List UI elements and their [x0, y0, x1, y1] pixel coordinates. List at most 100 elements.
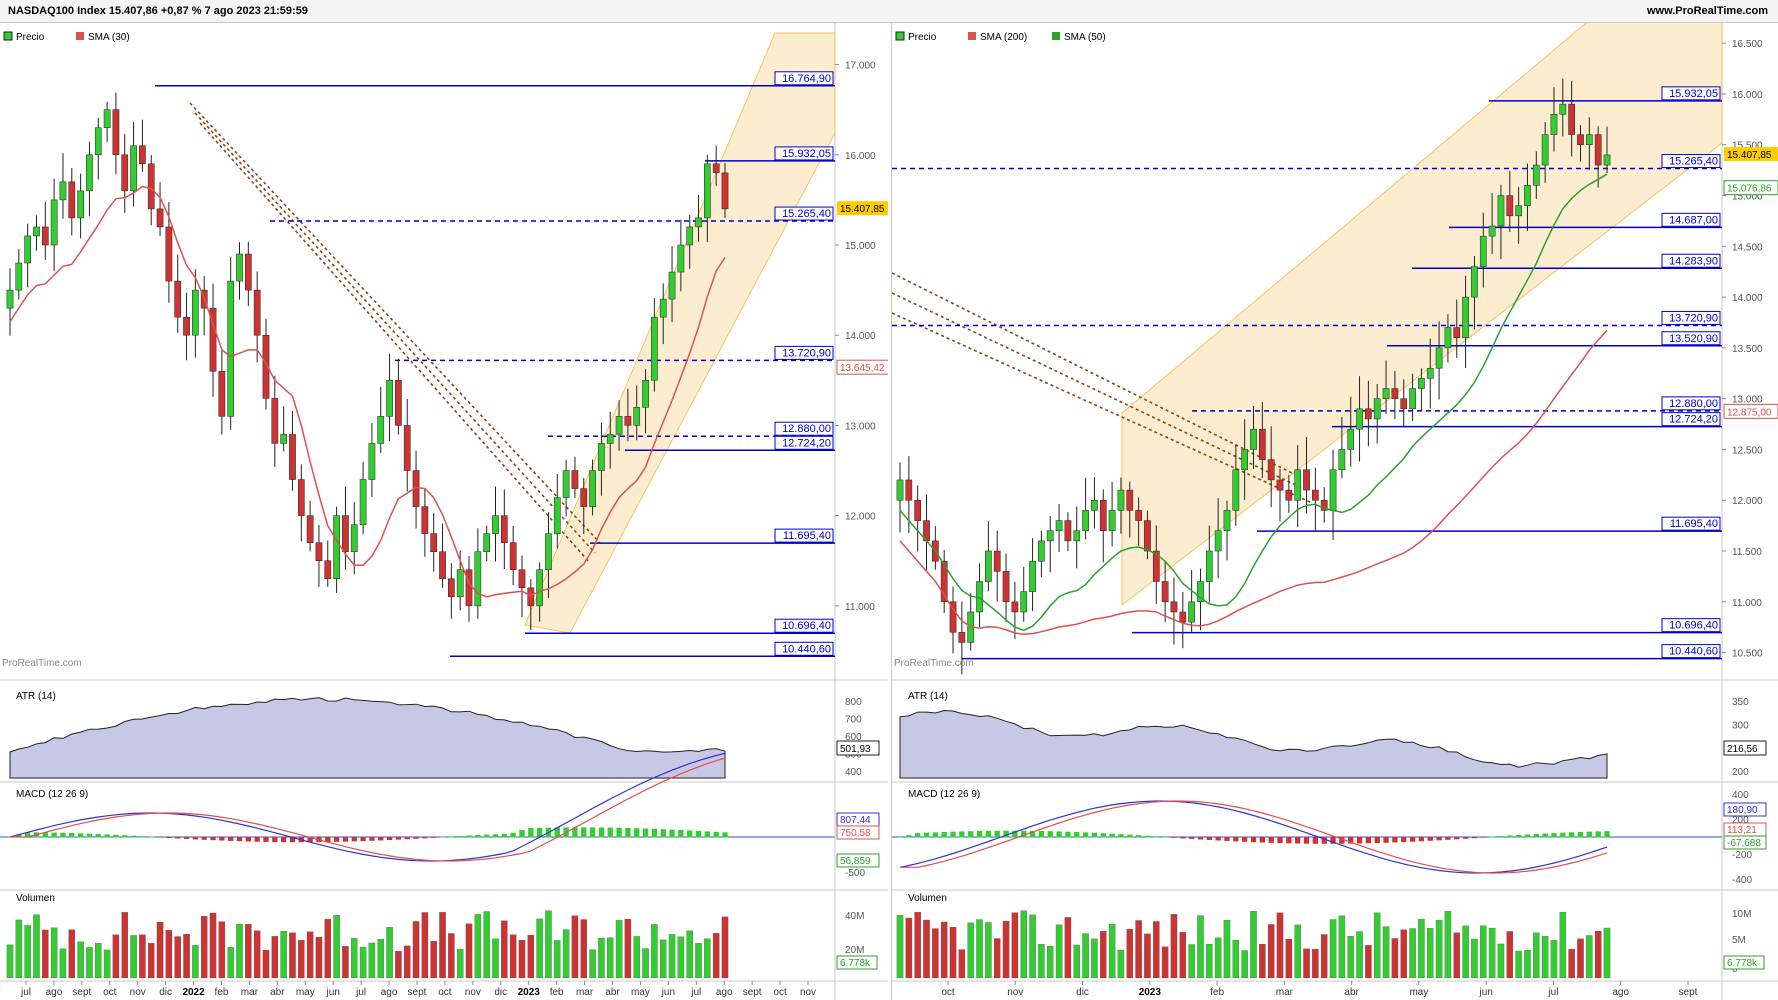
macd-hist-bar: [386, 837, 393, 841]
instrument-title: NASDAQ100 Index 15.407,86 +0,87 % 7 ago …: [8, 5, 308, 17]
volume-bar: [940, 921, 948, 979]
candle-body: [147, 163, 155, 210]
time-tick-label: sept: [72, 987, 91, 998]
candle-body: [1338, 449, 1346, 471]
volume-bar: [695, 943, 702, 979]
macd-hist-bar: [1180, 837, 1186, 839]
volume-bar: [1506, 931, 1514, 979]
level-label-box: [1661, 331, 1721, 346]
macd-hist-bar: [16, 834, 22, 838]
macd-hist-bar: [307, 837, 313, 843]
candle-body: [1020, 591, 1028, 613]
volume-tick: 10M: [1732, 909, 1751, 920]
candle-body: [94, 127, 102, 156]
volume-bar: [403, 945, 411, 979]
macd-hist-bar: [1153, 836, 1159, 838]
volume-value: 6.778k: [840, 958, 871, 969]
candle-body: [1426, 367, 1434, 379]
macd-hist-bar: [1144, 835, 1151, 838]
candle-body: [183, 316, 190, 336]
candle-body: [589, 470, 596, 507]
candle-body: [1285, 489, 1293, 501]
candle-body: [1073, 530, 1081, 542]
volume-bar: [359, 946, 367, 979]
macd-hist-bar: [95, 834, 101, 838]
candle-body: [386, 380, 393, 417]
chart-panel-left[interactable]: 16.764,90 15.932,05 15.265,40 13.720,90 12.8…: [0, 23, 888, 1000]
volume-bar: [103, 949, 111, 979]
candle-body: [1258, 428, 1266, 460]
time-tick-label: jul: [355, 987, 366, 998]
price-tick-label: 12.000: [1732, 496, 1763, 507]
macd-hist-bar: [1242, 837, 1248, 842]
price-tick-label: 16.500: [1732, 39, 1763, 50]
volume-bar: [1559, 912, 1567, 979]
chart-panel-right[interactable]: 15.932,05 15.265,40 14.687,00 14.283,90 13.7…: [891, 23, 1778, 1000]
volume-bar: [1161, 946, 1169, 979]
volume-bar: [33, 914, 40, 979]
macd-hist-bar: [1109, 833, 1115, 838]
macd-hist-bar: [404, 837, 410, 840]
macd-hist-bar: [959, 831, 965, 838]
macd-hist-bar: [139, 836, 146, 838]
volume-bar: [42, 929, 49, 979]
macd-hist-bar: [1524, 834, 1531, 838]
candle-body: [1409, 388, 1416, 410]
price-tick-label: 11.000: [1732, 598, 1762, 609]
candle-body: [395, 380, 402, 426]
candle-body: [896, 479, 904, 501]
descending-trendline: [892, 292, 1303, 489]
macd-hist-bar: [1118, 834, 1124, 838]
watermark: ProRealTime.com: [2, 658, 82, 669]
candle-body: [1453, 327, 1461, 338]
macd-hist-bar: [1268, 837, 1274, 843]
volume-value-box: [836, 955, 878, 970]
candle-body: [615, 416, 623, 435]
macd-hist-bar: [1312, 837, 1319, 844]
volume-bar: [333, 915, 340, 979]
macd-hist-bar: [466, 835, 472, 838]
volume-bar: [1046, 946, 1054, 979]
candle-body: [1179, 611, 1187, 623]
volume-bar: [1223, 920, 1231, 979]
macd-hist-bar: [431, 837, 437, 838]
atr-tick: 300: [1732, 720, 1749, 731]
price-tick-label: 14.500: [1732, 242, 1763, 253]
macd-hist-bar: [1056, 831, 1062, 838]
level-label-box: [774, 421, 834, 436]
macd-hist-bar: [378, 837, 384, 841]
time-tick-label: nov: [465, 987, 481, 998]
volume-bar: [501, 920, 508, 979]
macd-hist-bar: [1356, 837, 1363, 844]
macd-hist-bar: [1188, 837, 1195, 839]
volume-bar: [430, 941, 437, 979]
macd-hist-bar: [687, 830, 693, 838]
macd-value-box: [1723, 835, 1767, 850]
volume-bar: [651, 924, 658, 979]
last-price-tag: [1724, 147, 1778, 162]
macd-hist-bar: [1586, 831, 1592, 838]
macd-hist-bar: [1250, 837, 1257, 843]
volume-bar: [139, 934, 146, 979]
macd-tick: 400: [1732, 790, 1749, 801]
candle-body: [6, 289, 14, 309]
macd-hist-bar: [342, 837, 349, 842]
volume-bar: [1153, 921, 1160, 979]
volume-bar: [271, 936, 279, 979]
level-label-box: [774, 435, 834, 450]
macd-hist-bar: [457, 835, 463, 838]
volume-bar: [1471, 938, 1478, 979]
candle-body: [1524, 185, 1531, 206]
macd-hist-bar: [941, 831, 947, 838]
site-link[interactable]: www.ProRealTime.com: [1646, 5, 1768, 17]
candle-body: [15, 262, 23, 291]
candle-body: [1541, 134, 1549, 166]
candle-body: [527, 587, 535, 607]
volume-bar: [545, 910, 552, 979]
macd-hist-bar: [1003, 830, 1009, 838]
volume-bar: [492, 938, 499, 979]
candle-body: [677, 244, 685, 273]
time-tick-label: abr: [270, 987, 285, 998]
sma-30-line: [9, 185, 726, 598]
volume-bar: [395, 951, 402, 979]
